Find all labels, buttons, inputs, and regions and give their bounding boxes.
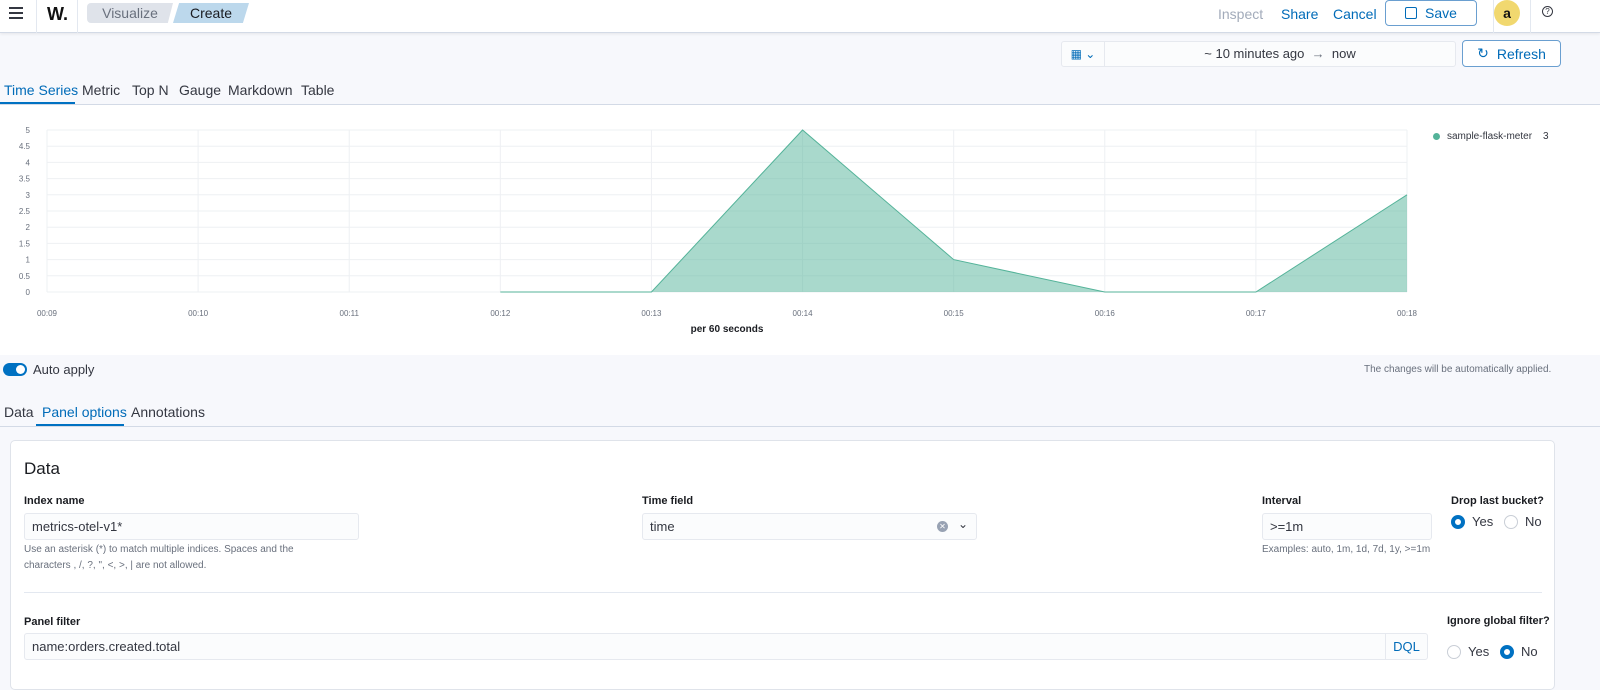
share-link[interactable]: Share [1281, 6, 1319, 22]
y-tick-label: 0 [26, 288, 31, 297]
ignore-global-filter-label: Ignore global filter? [1447, 615, 1550, 627]
refresh-button[interactable]: ↻ Refresh [1462, 40, 1561, 67]
interval-help: Examples: auto, 1m, 1d, 7d, 1y, >=1m [1262, 544, 1431, 555]
auto-apply-label: Auto apply [33, 362, 95, 377]
tab-annotations[interactable]: Annotations [131, 404, 205, 420]
time-range[interactable]: ~ 10 minutes ago → now [1204, 46, 1356, 61]
legend-label: sample-flask-meter [1447, 131, 1533, 142]
y-tick-label: 1 [26, 256, 31, 265]
ignore-global-filter-yes[interactable]: Yes [1447, 644, 1489, 659]
x-axis-label: per 60 seconds [691, 324, 764, 335]
inspect-link[interactable]: Inspect [1218, 6, 1264, 22]
x-tick-label: 00:09 [37, 309, 58, 318]
tab-metric[interactable]: Metric [82, 82, 121, 98]
save-label: Save [1425, 5, 1457, 21]
avatar[interactable]: a [1494, 0, 1520, 26]
logo[interactable]: W. [47, 4, 68, 24]
panel-filter-label: Panel filter [24, 616, 81, 628]
save-icon [1405, 7, 1418, 19]
drop-last-bucket-label: Drop last bucket? [1451, 495, 1544, 507]
tab-time-series[interactable]: Time Series [4, 82, 79, 98]
y-tick-label: 2.5 [19, 207, 31, 216]
index-name-help: Use an asterisk (*) to match multiple in… [24, 544, 294, 571]
help-icon[interactable]: ? [1542, 6, 1553, 17]
tab-gauge[interactable]: Gauge [179, 82, 222, 98]
date-picker[interactable]: ▦ ⌄ ~ 10 minutes ago → now [1061, 41, 1456, 67]
y-tick-label: 2 [26, 223, 31, 232]
tab-panel-options[interactable]: Panel options [42, 404, 127, 420]
cancel-link[interactable]: Cancel [1333, 6, 1377, 22]
tab-markdown[interactable]: Markdown [228, 82, 293, 98]
x-tick-label: 00:10 [188, 309, 209, 318]
clear-icon[interactable]: ✕ [937, 521, 948, 532]
time-series-chart: 0 0.5 1 1.5 2 2.5 3 3.5 4 4.5 5 00:09 00:10 00:11 00:1… [19, 126, 1418, 335]
auto-apply-toggle[interactable] [3, 363, 27, 376]
legend-value: 3 [1543, 131, 1549, 142]
x-tick-label: 00:15 [944, 309, 965, 318]
refresh-icon: ↻ [1477, 45, 1489, 61]
query-language-button[interactable]: DQL [1385, 634, 1427, 659]
x-tick-label: 00:18 [1397, 309, 1418, 318]
tab-table[interactable]: Table [301, 82, 335, 98]
x-tick-label: 00:16 [1095, 309, 1116, 318]
y-tick-label: 5 [26, 126, 31, 135]
calendar-icon[interactable]: ▦ ⌄ [1062, 42, 1105, 66]
y-tick-label: 3 [26, 191, 31, 200]
y-tick-label: 1.5 [19, 239, 31, 248]
drop-last-bucket-no[interactable]: No [1504, 514, 1542, 529]
interval-input[interactable]: >=1m [1262, 513, 1432, 540]
interval-label: Interval [1262, 495, 1302, 507]
legend-dot-icon [1433, 133, 1440, 140]
menu-icon[interactable] [9, 7, 23, 19]
x-tick-label: 00:14 [793, 309, 814, 318]
time-field-label: Time field [642, 495, 694, 507]
chevron-down-icon[interactable]: ⌄ [957, 517, 968, 531]
ignore-global-filter-no[interactable]: No [1500, 644, 1538, 659]
auto-apply-note: The changes will be automatically applie… [1364, 364, 1552, 375]
top-bar: W. Visualize Create Inspect Share Cancel… [0, 0, 1600, 33]
tab-top-n[interactable]: Top N [132, 82, 169, 98]
breadcrumb-create: Create [173, 3, 249, 23]
y-tick-label: 0.5 [19, 272, 31, 281]
legend-item[interactable]: sample-flask-meter 3 [1433, 131, 1549, 142]
y-tick-label: 3.5 [19, 175, 31, 184]
breadcrumb-visualize[interactable]: Visualize [87, 3, 173, 23]
panel-filter-input[interactable]: name:orders.created.total DQL [24, 633, 1428, 660]
x-tick-label: 00:13 [641, 309, 662, 318]
y-tick-label: 4.5 [19, 142, 31, 151]
tab-data[interactable]: Data [4, 404, 34, 420]
x-tick-label: 00:17 [1246, 309, 1267, 318]
save-button[interactable]: Save [1385, 0, 1477, 26]
y-tick-label: 4 [26, 158, 31, 167]
x-tick-label: 00:12 [490, 309, 511, 318]
time-field-select[interactable]: time ✕ ⌄ [642, 513, 977, 540]
x-tick-label: 00:11 [340, 309, 360, 318]
series-area [500, 130, 1407, 292]
drop-last-bucket-yes[interactable]: Yes [1451, 514, 1493, 529]
index-name-label: Index name [24, 495, 85, 507]
index-name-input[interactable]: metrics-otel-v1* [24, 513, 359, 540]
section-title: Data [24, 459, 60, 478]
series-line [500, 129, 1408, 293]
refresh-label: Refresh [1496, 45, 1546, 62]
